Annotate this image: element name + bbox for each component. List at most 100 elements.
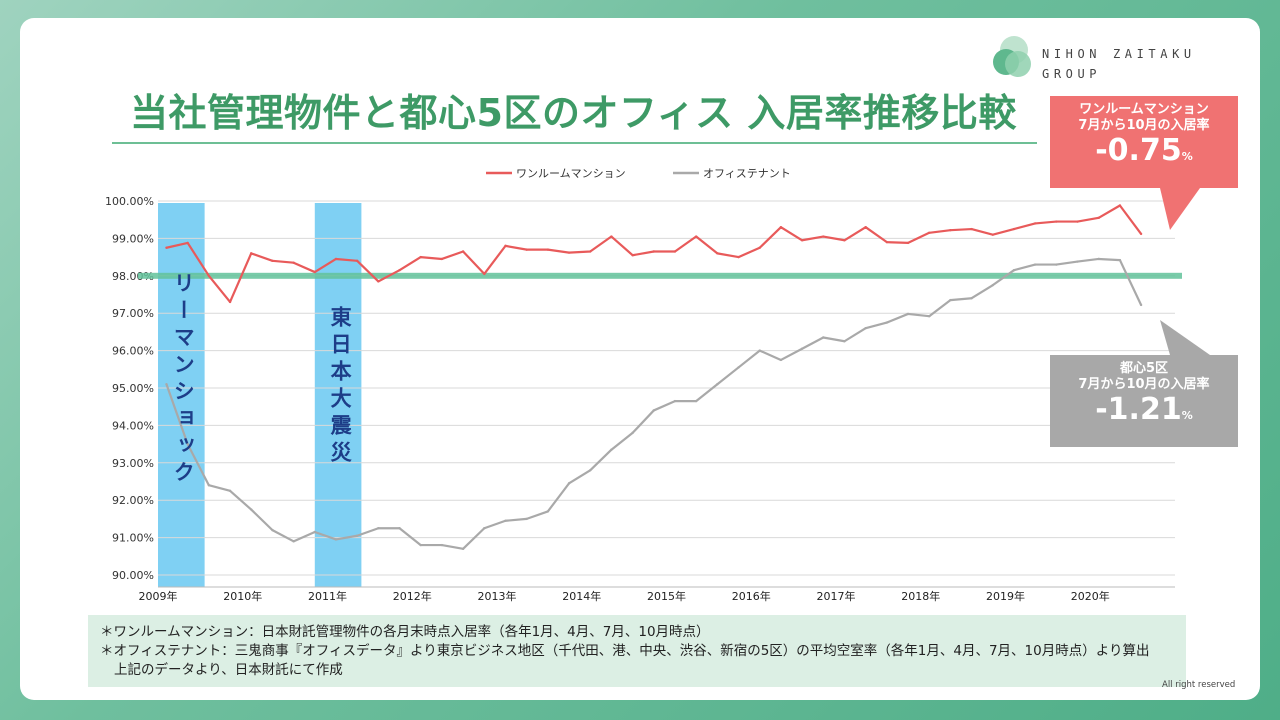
data-point: [970, 227, 973, 231]
data-point: [461, 547, 465, 551]
data-point: [694, 399, 698, 403]
data-point: [165, 383, 168, 386]
data-point: [610, 235, 613, 238]
x-tick-label: 2010年: [223, 589, 262, 603]
callout-one-room-pointer: [1160, 188, 1200, 230]
data-point: [673, 399, 677, 403]
event-label-earthquake: 東日本大震災: [328, 306, 353, 468]
data-point: [165, 246, 168, 249]
data-point: [1118, 258, 1122, 262]
data-point: [1097, 257, 1100, 261]
callout-office-unit: %: [1181, 409, 1193, 422]
data-point: [1012, 268, 1016, 272]
data-point: [313, 530, 316, 534]
data-point: [716, 252, 719, 255]
footnote-one-room: ＊ワンルームマンション：日本財託管理物件の各月末時点入居率（各年1月、4月、7月…: [100, 624, 710, 640]
data-point: [228, 489, 232, 493]
data-point: [800, 239, 804, 242]
data-point: [504, 519, 507, 522]
y-tick-label: 93.00%: [112, 457, 154, 470]
x-tick-label: 2015年: [647, 589, 686, 603]
data-point: [843, 239, 846, 242]
data-point: [546, 510, 550, 513]
data-point: [949, 298, 952, 302]
callout-office-pointer: [1160, 320, 1210, 355]
data-point: [822, 235, 825, 238]
y-tick-label: 100.00%: [105, 195, 154, 208]
x-tick-label: 2016年: [732, 589, 771, 603]
data-point: [377, 527, 380, 530]
data-point: [419, 543, 422, 547]
data-point: [906, 312, 910, 316]
y-tick-label: 92.00%: [112, 494, 154, 507]
data-point: [292, 261, 295, 264]
x-tick-label: 2013年: [478, 589, 517, 603]
data-point: [440, 257, 444, 261]
data-point: [949, 228, 952, 232]
data-point: [991, 233, 994, 236]
x-tick-label: 2017年: [817, 589, 856, 603]
data-point: [355, 259, 359, 263]
data-point: [440, 543, 444, 547]
data-point: [525, 248, 528, 251]
brand-name: NIHON ZAITAKU GROUP: [1042, 44, 1196, 84]
callout-one-room-unit: %: [1181, 150, 1193, 163]
x-tick-label: 2018年: [901, 589, 940, 603]
callout-office-value: -1.21: [1095, 392, 1182, 427]
data-point: [758, 349, 761, 352]
data-point: [186, 442, 189, 446]
callout-office: 都心5区 7月から10月の入居率 -1.21%: [1050, 355, 1238, 447]
x-tick-label: 2020年: [1071, 589, 1110, 603]
data-point: [419, 255, 422, 259]
data-point: [567, 482, 571, 485]
y-tick-label: 91.00%: [112, 532, 154, 545]
data-point: [398, 268, 401, 272]
y-tick-label: 99.00%: [112, 232, 154, 245]
data-point: [292, 540, 295, 543]
data-point: [864, 225, 867, 229]
data-point: [991, 283, 994, 287]
data-point: [737, 255, 740, 259]
callout-one-room-line1: ワンルームマンション: [1079, 102, 1209, 117]
data-point: [928, 314, 931, 318]
x-tick-label: 2011年: [308, 589, 347, 603]
data-point: [1076, 220, 1079, 223]
data-point: [271, 259, 274, 263]
data-point: [822, 336, 825, 339]
data-point: [673, 250, 677, 253]
data-point: [1076, 260, 1079, 263]
y-tick-label: 96.00%: [112, 345, 154, 358]
data-point: [631, 254, 634, 257]
data-point: [800, 347, 804, 350]
company-logo-icon: [993, 36, 1031, 77]
data-point: [928, 231, 931, 234]
callout-office-line1: 都心5区: [1119, 361, 1169, 376]
event-band: [158, 203, 205, 587]
x-tick-label: 2019年: [986, 589, 1025, 603]
data-point: [589, 250, 592, 253]
series-line: [166, 204, 1142, 304]
data-point: [1055, 263, 1058, 266]
data-point: [271, 528, 274, 532]
data-point: [207, 484, 211, 487]
data-point: [1055, 220, 1058, 223]
data-point: [758, 246, 761, 249]
brand-line2: GROUP: [1042, 67, 1102, 81]
reference-line: [138, 272, 1182, 279]
data-point: [885, 240, 889, 244]
x-tick-label: 2012年: [393, 589, 432, 603]
data-point: [334, 257, 338, 261]
brand-line1: NIHON ZAITAKU: [1042, 47, 1196, 61]
x-tick-label: 2009年: [139, 589, 178, 603]
data-point: [377, 280, 380, 283]
callout-one-room: ワンルームマンション 7月から10月の入居率 -0.75%: [1050, 96, 1238, 188]
title-divider: [112, 142, 1037, 144]
y-tick-label: 94.00%: [112, 419, 154, 432]
data-point: [652, 250, 655, 253]
data-point: [546, 248, 550, 251]
data-point: [334, 538, 338, 541]
data-point: [1139, 232, 1143, 236]
y-tick-label: 90.00%: [112, 569, 154, 582]
footnotes: ＊ワンルームマンション：日本財託管理物件の各月末時点入居率（各年1月、4月、7月…: [88, 615, 1186, 687]
